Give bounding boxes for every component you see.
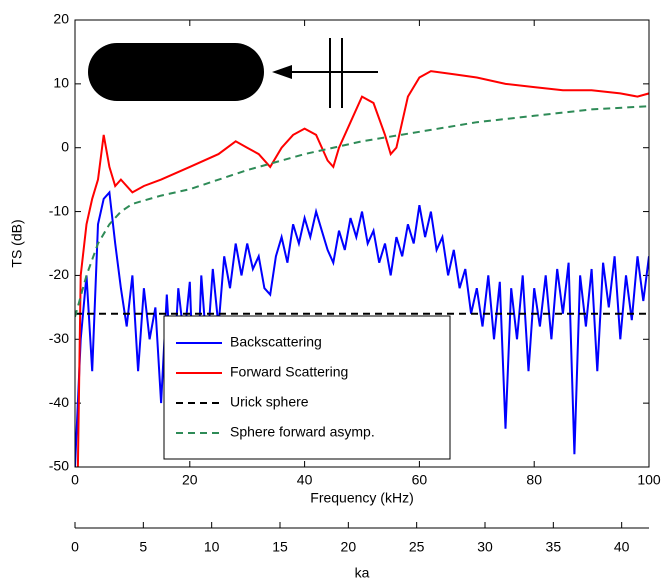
- y-tick-label: 10: [53, 75, 69, 91]
- x-tick-label: 60: [412, 472, 428, 488]
- object-silhouette: [88, 43, 264, 101]
- x2-axis-label: ka: [355, 565, 370, 581]
- x2-tick-label: 15: [272, 539, 288, 555]
- y-tick-label: 0: [61, 138, 69, 154]
- legend-label: Sphere forward asymp.: [230, 424, 375, 440]
- x2-tick-label: 30: [477, 539, 493, 555]
- series-line: [76, 70, 649, 467]
- x2-tick-label: 40: [614, 539, 630, 555]
- legend-box: [163, 315, 451, 460]
- x2-tick-label: 10: [204, 539, 220, 555]
- y-tick-label: -10: [49, 202, 69, 218]
- x-tick-label: 40: [297, 472, 313, 488]
- x2-tick-label: 35: [546, 539, 562, 555]
- x2-tick-label: 20: [341, 539, 357, 555]
- y-tick-label: -30: [49, 330, 69, 346]
- x2-tick-label: 5: [139, 539, 147, 555]
- y-tick-label: -40: [49, 394, 69, 410]
- x2-tick-label: 25: [409, 539, 425, 555]
- plot-frame: [74, 19, 650, 468]
- x-axis-label: Frequency (kHz): [310, 490, 413, 506]
- y-axis-label: TS (dB): [9, 219, 25, 267]
- x-tick-label: 20: [182, 472, 198, 488]
- series-line: [75, 105, 649, 318]
- arrow-head: [272, 65, 292, 79]
- x-tick-label: 100: [637, 472, 661, 488]
- y-tick-label: -20: [49, 266, 69, 282]
- legend-label: Backscattering: [230, 334, 322, 350]
- y-tick-label: 20: [53, 11, 69, 27]
- x-tick-label: 0: [71, 472, 79, 488]
- x-tick-label: 80: [526, 472, 542, 488]
- legend-label: Forward Scattering: [230, 364, 348, 380]
- y-tick-label: -50: [49, 458, 69, 474]
- x2-tick-label: 0: [71, 539, 79, 555]
- legend-label: Urick sphere: [230, 394, 309, 410]
